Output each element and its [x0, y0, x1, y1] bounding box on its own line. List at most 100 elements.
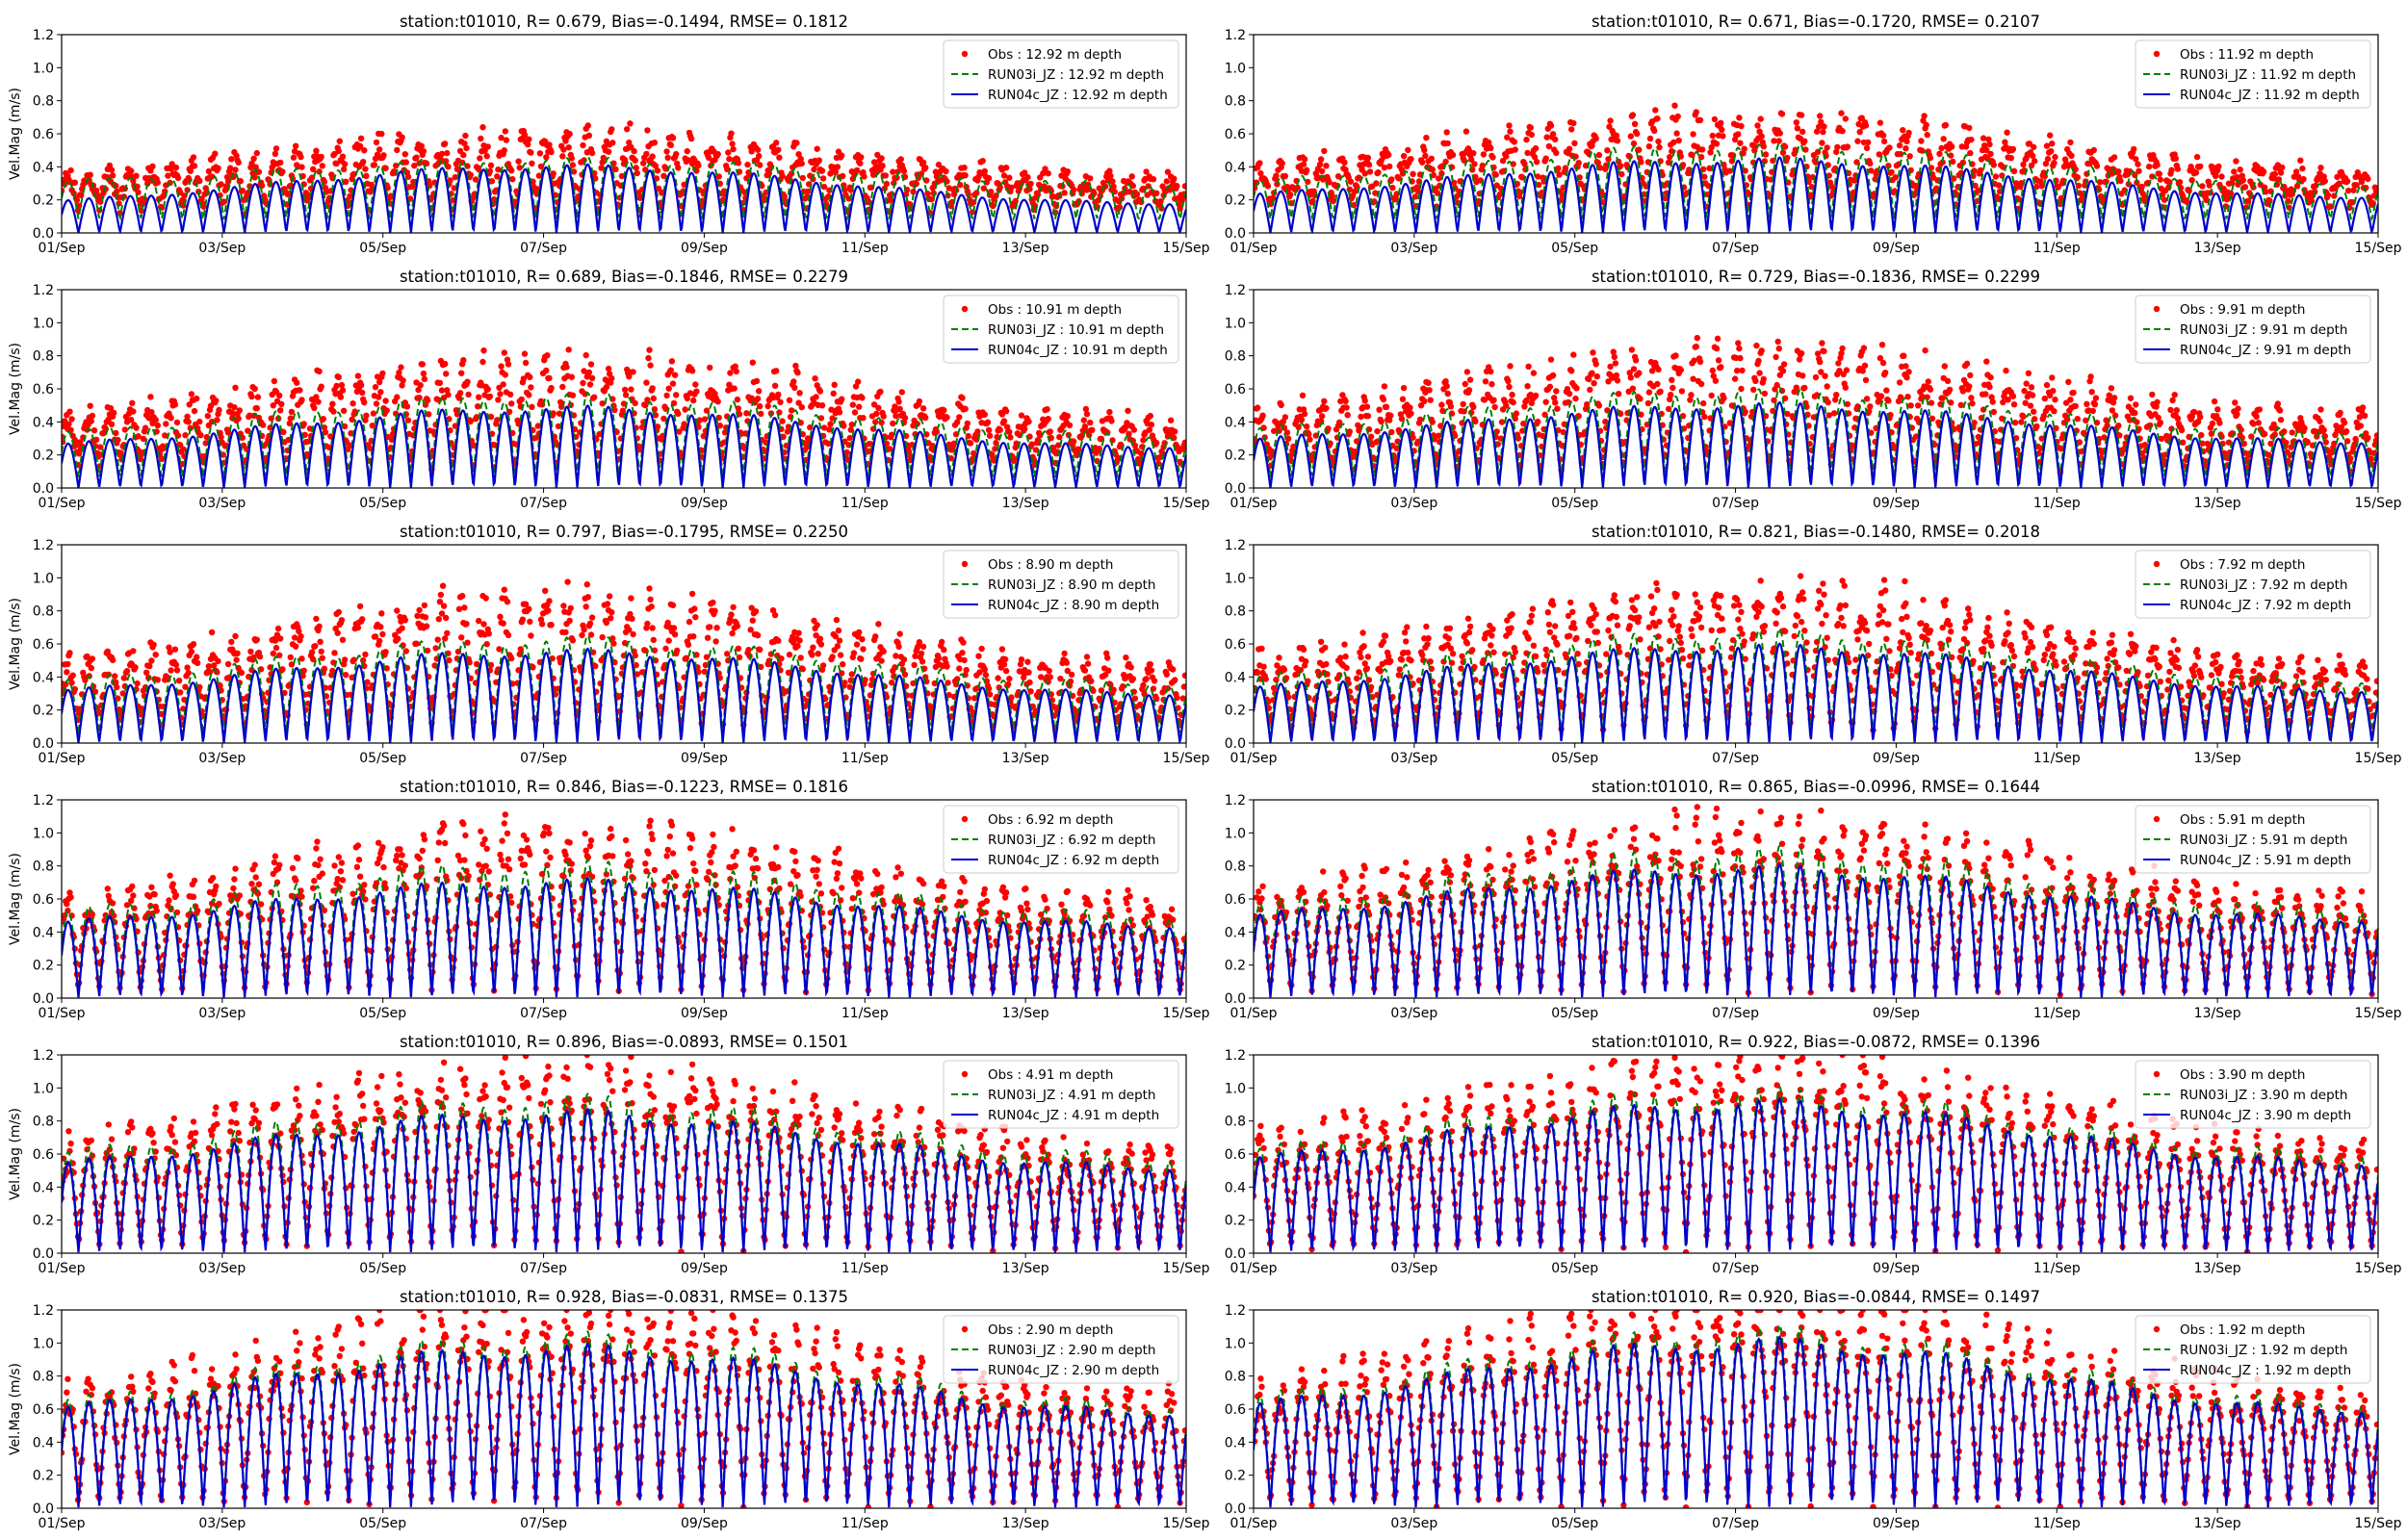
chart-panel-2: 0.00.20.40.60.81.01.201/Sep 03/Sep 05/Sep 0… [1225, 13, 2402, 256]
obs-point [168, 161, 175, 167]
obs-point [981, 411, 988, 418]
obs-point [1645, 389, 1653, 396]
y-tick-label: 0.6 [1225, 382, 1246, 398]
obs-point [1877, 393, 1885, 399]
panel-title: station:t01010, R= 0.689, Bias=-0.1846, … [400, 268, 848, 286]
obs-point [1480, 151, 1488, 158]
obs-point [1504, 134, 1511, 141]
obs-point [2239, 177, 2246, 184]
obs-point [2173, 407, 2180, 414]
obs-point [310, 166, 317, 172]
obs-point [461, 140, 468, 147]
obs-point [64, 669, 70, 676]
obs-point [1399, 396, 1407, 402]
obs-point [318, 383, 324, 390]
obs-point [458, 370, 465, 376]
obs-point [370, 410, 377, 417]
obs-point [1374, 427, 1381, 435]
obs-point [2297, 157, 2304, 164]
obs-point [1181, 183, 1186, 190]
obs-point [849, 401, 856, 408]
obs-point [238, 669, 246, 677]
obs-point [335, 373, 342, 381]
obs-point [174, 174, 182, 182]
obs-point [1426, 387, 1433, 394]
obs-point [1707, 149, 1714, 156]
obs-point [568, 155, 575, 162]
obs-point [1936, 150, 1943, 157]
obs-point [354, 624, 362, 631]
obs-point [1506, 122, 1513, 129]
obs-point [394, 607, 401, 614]
obs-point [605, 365, 612, 372]
obs-point [401, 617, 408, 624]
obs-point [1708, 143, 1715, 151]
obs-point [1819, 340, 1825, 346]
obs-point [2051, 160, 2058, 167]
obs-point [1902, 145, 1909, 152]
obs-point [494, 173, 501, 180]
obs-point [373, 400, 380, 407]
obs-point [1347, 178, 1355, 185]
obs-point [612, 166, 619, 173]
obs-point [2172, 155, 2179, 162]
obs-point [1878, 342, 1886, 348]
obs-point [403, 403, 411, 410]
obs-point [312, 643, 319, 650]
obs-point [376, 637, 383, 645]
obs-point [185, 174, 192, 182]
obs-point [2012, 180, 2020, 187]
obs-point [1903, 138, 1910, 145]
obs-point [1665, 159, 1672, 166]
obs-point [1835, 360, 1842, 367]
obs-point [546, 374, 553, 382]
y-tick-label: 0.2 [1225, 449, 1246, 464]
obs-point [1436, 175, 1442, 182]
obs-point [2154, 398, 2161, 405]
obs-point [1896, 141, 1903, 149]
obs-point [1066, 422, 1074, 429]
obs-point [419, 361, 426, 368]
obs-point [527, 373, 533, 380]
x-tick-label: 01/Sep [39, 496, 86, 511]
obs-point [1760, 375, 1768, 383]
obs-point [1738, 385, 1745, 393]
obs-point [1882, 370, 1889, 376]
obs-point [1525, 363, 1532, 370]
obs-point [152, 652, 159, 658]
obs-point [626, 139, 633, 146]
obs-point [818, 402, 826, 409]
legend-label: RUN04c_JZ : 12.92 m depth [988, 88, 1168, 103]
obs-point [922, 414, 929, 422]
y-tick-label: 0.4 [33, 160, 54, 175]
obs-point [974, 428, 981, 435]
obs-point [341, 161, 349, 167]
obs-point [644, 127, 651, 134]
obs-point [839, 396, 845, 402]
obs-point [1421, 398, 1428, 404]
obs-point [839, 152, 845, 159]
obs-point [1762, 151, 1770, 158]
obs-point [2007, 155, 2014, 162]
obs-point [790, 378, 797, 385]
obs-point [1002, 165, 1010, 171]
obs-point [1652, 107, 1659, 114]
obs-point [2233, 158, 2239, 165]
obs-point [460, 151, 467, 159]
obs-point [1928, 399, 1935, 406]
obs-point [398, 364, 404, 371]
obs-point [317, 638, 324, 645]
obs-point [1388, 176, 1395, 183]
obs-point [1383, 403, 1390, 410]
obs-point [1570, 119, 1577, 127]
obs-point [1323, 404, 1330, 412]
obs-point [232, 384, 239, 391]
obs-point [981, 167, 988, 175]
obs-point [1116, 204, 1124, 211]
obs-point [488, 178, 496, 185]
obs-point [916, 398, 923, 405]
obs-point [870, 159, 878, 166]
obs-point [1690, 131, 1696, 138]
obs-point [588, 374, 596, 381]
